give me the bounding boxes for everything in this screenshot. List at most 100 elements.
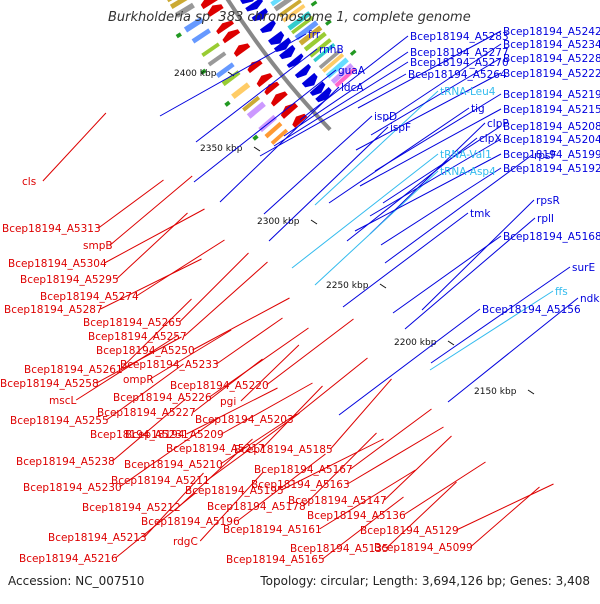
rna-marker xyxy=(252,134,259,141)
leader-line xyxy=(100,258,202,310)
leader-line xyxy=(193,69,337,183)
reverse-gene-arrow xyxy=(264,81,280,96)
leader-line xyxy=(291,153,439,269)
reverse-gene-arrow xyxy=(270,91,288,107)
reverse-gene-arrow xyxy=(280,103,299,119)
leader-line xyxy=(221,382,313,435)
leader-line xyxy=(273,61,409,147)
forward-gene-label: Bcep18194_A5264 xyxy=(408,69,507,81)
reverse-gene-label: Bcep18194_A5178 xyxy=(207,501,306,513)
forward-gene-label: Bcep18194_A5270 xyxy=(410,57,509,69)
reverse-gene-arrow xyxy=(207,4,224,17)
cog-color-block xyxy=(303,31,327,52)
leader-line xyxy=(350,408,432,470)
reverse-gene-arrow xyxy=(222,29,241,44)
tick-label: 2350 kbp xyxy=(200,144,243,154)
reverse-gene-arrow xyxy=(256,73,273,88)
reverse-gene-label: Bcep18194_A5287 xyxy=(4,304,103,316)
forward-gene-arrow xyxy=(245,0,264,12)
forward-gene-arrow xyxy=(309,81,326,96)
cog-color-block xyxy=(169,0,188,10)
leader-line xyxy=(303,432,377,507)
reverse-gene-label: ompR xyxy=(123,374,154,386)
forward-gene-label: rplI xyxy=(537,213,554,225)
forward-gene-label: Bcep18194_A5277 xyxy=(410,47,509,59)
forward-gene-label: rnhB xyxy=(319,44,344,56)
cog-color-block xyxy=(201,42,220,57)
leader-line xyxy=(136,239,225,297)
reverse-gene-label: Bcep18194_A5257 xyxy=(88,331,187,343)
leader-line xyxy=(259,73,407,157)
leader-line xyxy=(384,43,502,122)
rna-marker xyxy=(200,68,207,75)
forward-gene-label: Bcep18194_A5215 xyxy=(503,104,600,116)
reverse-gene-label: Bcep18194_A5217 xyxy=(166,443,265,455)
forward-gene-label: Bcep18194_A5192 xyxy=(503,163,600,175)
leader-line xyxy=(115,492,196,559)
leader-line xyxy=(193,358,263,413)
tick-label: 2400 kbp xyxy=(174,69,217,79)
leader-line xyxy=(322,496,404,560)
reverse-gene-label: Bcep18194_A5135 xyxy=(290,543,389,555)
reverse-gene-label: Bcep18194_A5161 xyxy=(223,524,322,536)
leader-line xyxy=(299,35,409,121)
reverse-gene-label: cls xyxy=(22,176,36,188)
forward-gene-label: Bcep18194_A5234 xyxy=(503,39,600,51)
reverse-gene-label: Bcep18194_A5274 xyxy=(40,291,139,303)
forward-gene-arrow xyxy=(240,0,254,5)
leader-line xyxy=(106,363,184,421)
cog-color-block xyxy=(321,53,345,73)
forward-gene-arrow xyxy=(301,72,318,88)
leader-line xyxy=(75,334,179,401)
leader-line xyxy=(314,170,439,286)
forward-gene-label: ffs xyxy=(555,286,568,298)
forward-gene-label: Bcep18194_A5228 xyxy=(503,53,600,65)
forward-gene-label: ldcA xyxy=(341,82,364,94)
leader-line xyxy=(263,115,373,215)
leader-line xyxy=(314,90,439,206)
leader-line xyxy=(149,329,232,380)
leader-line xyxy=(359,108,502,187)
forward-gene-label: Bcep18194_A5199 xyxy=(503,149,600,161)
leader-line xyxy=(192,297,290,351)
leader-line xyxy=(342,212,469,308)
leader-line xyxy=(199,471,264,542)
forward-gene-label: rpsF xyxy=(534,150,557,162)
leader-line xyxy=(429,290,554,371)
leader-line xyxy=(403,461,486,516)
reverse-gene-arrow xyxy=(233,43,251,57)
reverse-gene-label: Bcep18194_A5209 xyxy=(125,429,224,441)
reverse-gene-label: Bcep18194_A5220 xyxy=(170,380,269,392)
forward-gene-label: Bcep18194_A5168 xyxy=(503,231,600,243)
cog-color-block xyxy=(215,62,235,79)
leader-line xyxy=(291,357,368,420)
cog-color-block xyxy=(278,0,302,18)
forward-gene-label: tRNA-Leu4 xyxy=(440,86,496,98)
reverse-gene-label: Bcep18194_A5238 xyxy=(16,456,115,468)
kbp-ticks: 2400 kbp 2350 kbp 2300 kbp 2250 kbp 2200 kbp… xyxy=(174,69,535,397)
forward-gene-arrow xyxy=(259,19,276,34)
tick-label: 2300 kbp xyxy=(257,217,300,227)
reverse-gene-label: Bcep18194_A5167 xyxy=(254,464,353,476)
cog-color-block xyxy=(313,42,336,63)
cog-color-block xyxy=(221,70,241,87)
map-title: Burkholderia sp. 383 chromosome 1, compl… xyxy=(108,10,471,25)
reverse-gene-label: Bcep18194_A5196 xyxy=(141,516,240,528)
cog-color-block xyxy=(231,82,251,100)
leader-line xyxy=(328,107,470,204)
tick-label: 2250 kbp xyxy=(326,281,369,291)
leader-line xyxy=(179,252,249,323)
reverse-gene-arrow xyxy=(216,20,234,35)
leader-line xyxy=(281,438,384,491)
reverse-gene-label: Bcep18194_A5212 xyxy=(82,502,181,514)
leader-line xyxy=(470,486,540,548)
reverse-gene-label: Bcep18194_A5129 xyxy=(360,525,459,537)
reverse-gene-label: Bcep18194_A5226 xyxy=(113,392,212,404)
leader-line xyxy=(98,179,164,229)
cog-color-block xyxy=(270,128,289,145)
cog-color-block xyxy=(174,2,195,18)
accession-text: Accession: NC_007510 xyxy=(8,574,145,588)
leader-line xyxy=(220,413,297,465)
